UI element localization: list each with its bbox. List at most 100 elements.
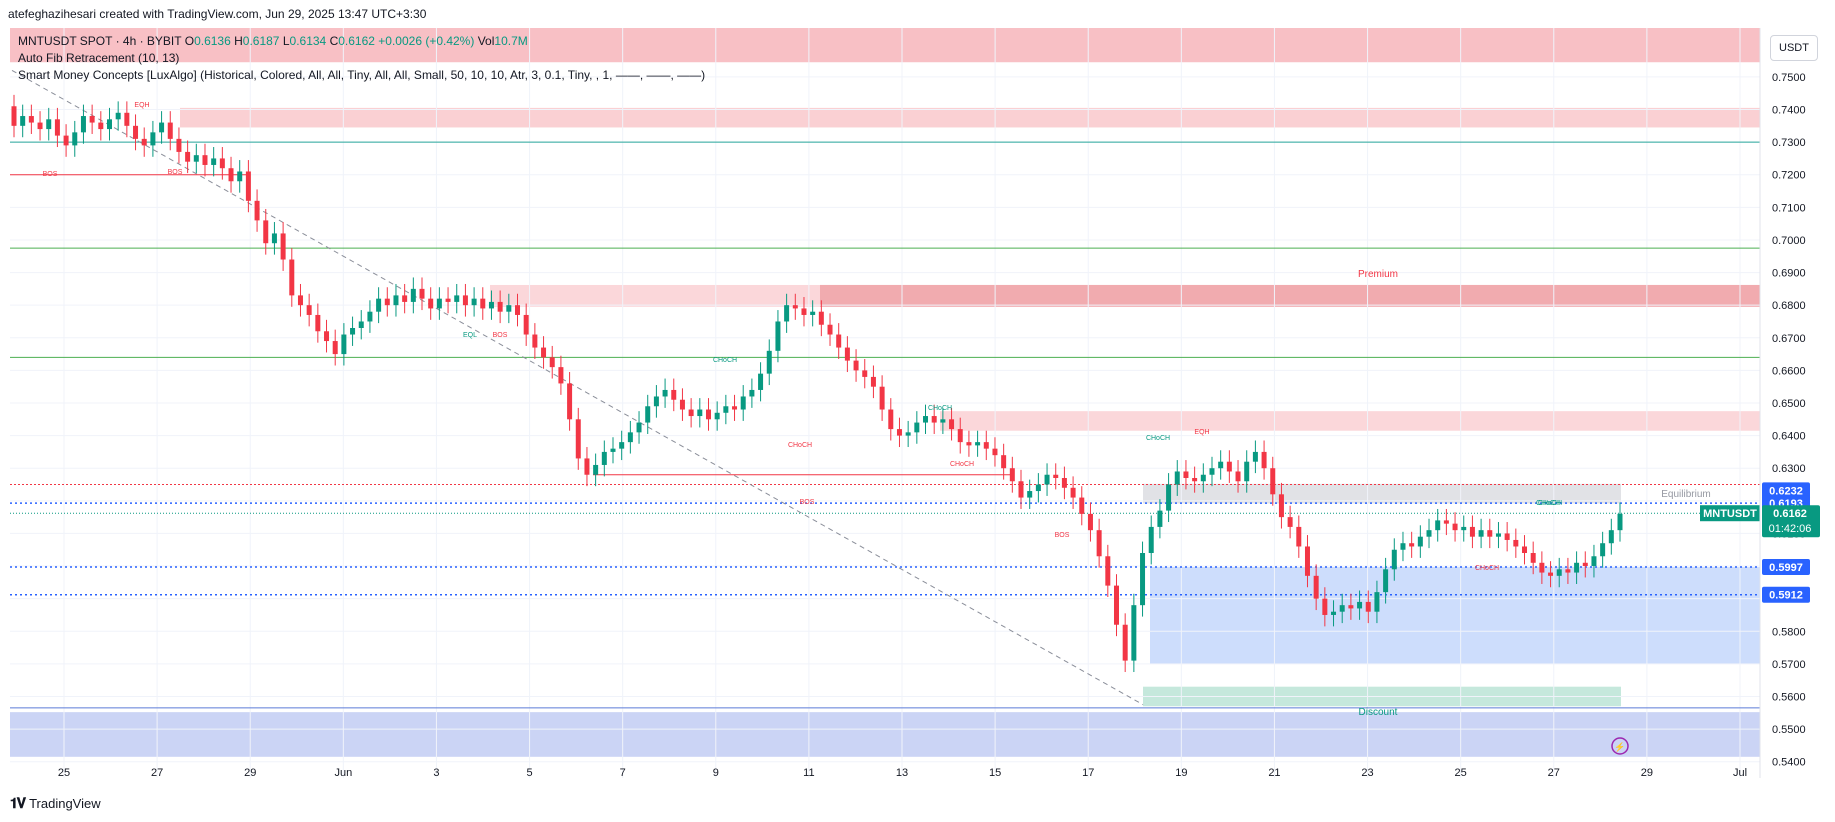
candle-body <box>141 138 147 146</box>
x-tick-label: 21 <box>1268 767 1280 779</box>
candle-body <box>1617 513 1623 531</box>
candle-body <box>836 334 842 348</box>
candle-body <box>1148 526 1154 553</box>
smc-annotation: Discount <box>1359 707 1398 718</box>
candle-body <box>367 311 373 322</box>
candle-body <box>332 341 338 355</box>
candle-body <box>914 422 920 433</box>
candle-body <box>1192 478 1198 482</box>
y-tick-label: 0.6900 <box>1772 268 1806 280</box>
candle-body <box>428 298 434 309</box>
candle-body <box>297 295 303 306</box>
supply-zone-1 <box>180 107 1760 128</box>
x-tick-label: 29 <box>244 767 256 779</box>
candle-body <box>784 305 790 322</box>
discount-zone <box>10 712 1760 757</box>
candle-body <box>732 406 738 410</box>
candle-body <box>896 429 902 436</box>
candle-body <box>72 132 78 146</box>
candle-body <box>775 321 781 351</box>
premium-zone <box>820 284 1760 307</box>
candle-body <box>1313 575 1319 599</box>
demand-zone-blue <box>1150 567 1760 664</box>
candle-body <box>376 298 382 312</box>
candle-body <box>436 298 442 309</box>
current-price-label: 0.6162 <box>1773 508 1807 520</box>
candle-body <box>167 122 173 139</box>
y-tick-label: 0.5600 <box>1772 691 1806 703</box>
smc-annotation: CHoCH <box>713 357 737 364</box>
indicator-smc[interactable]: Smart Money Concepts [LuxAlgo] (Historic… <box>18 68 706 82</box>
candle-body <box>601 451 607 465</box>
candle-body <box>1435 520 1441 531</box>
x-tick-label: 29 <box>1641 767 1653 779</box>
x-tick-label: 5 <box>526 767 532 779</box>
smc-annotation: BOS <box>1055 532 1070 539</box>
candle-body <box>1261 451 1267 469</box>
high-value: 0.6187 <box>242 34 280 48</box>
candle-body <box>1608 530 1614 544</box>
y-tick-label: 0.6700 <box>1772 333 1806 345</box>
x-tick-label: 19 <box>1175 767 1187 779</box>
currency-button[interactable]: USDT <box>1770 35 1818 61</box>
y-tick-label: 0.7500 <box>1772 72 1806 84</box>
candle-body <box>263 220 269 244</box>
candle-body <box>28 116 34 123</box>
smc-annotation: CHoCH <box>788 442 812 449</box>
candle-body <box>497 301 503 312</box>
candle-body <box>384 298 390 306</box>
candle-body <box>1113 585 1119 625</box>
candle-body <box>515 305 521 315</box>
candle-body <box>1122 624 1128 661</box>
candle-body <box>106 119 112 130</box>
candle-body <box>662 389 668 397</box>
candle-body <box>1357 601 1363 609</box>
candle-body <box>593 464 599 475</box>
candle-body <box>1522 546 1528 553</box>
candle-body <box>98 122 104 130</box>
candle-body <box>688 409 694 417</box>
candle-body <box>1296 526 1302 547</box>
candle-body <box>1391 549 1397 570</box>
candle-body <box>549 357 555 368</box>
candle-body <box>115 112 121 120</box>
indicator-fib[interactable]: Auto Fib Retracement (10, 13) <box>18 51 180 65</box>
candle-body <box>879 386 885 410</box>
open-value: 0.6136 <box>194 34 231 48</box>
y-tick-label: 0.7100 <box>1772 202 1806 214</box>
candle-body <box>506 305 512 312</box>
volume-value: 10.7M <box>494 34 528 48</box>
smc-annotation: EQH <box>134 102 149 109</box>
x-tick-label: 25 <box>58 767 70 779</box>
candle-body <box>1131 605 1137 661</box>
candle-body <box>454 295 460 302</box>
candle-body <box>176 138 182 152</box>
candle-body <box>54 119 60 136</box>
trendline <box>11 69 1144 706</box>
y-tick-label: 0.7300 <box>1772 137 1806 149</box>
candle-body <box>1287 517 1293 527</box>
candle-body <box>1331 611 1337 615</box>
candle-body <box>1443 520 1449 524</box>
candle-body <box>410 288 416 302</box>
candle-body <box>237 171 243 182</box>
candle-body <box>1087 513 1093 531</box>
smc-annotation: CHoCH <box>950 461 974 468</box>
candle-body <box>1226 461 1232 472</box>
smc-annotation: EQH <box>1194 429 1209 436</box>
candle-body <box>1461 526 1467 531</box>
tradingview-logo: 𝟏𝐕 TradingView <box>10 795 101 812</box>
candle-body <box>862 370 868 377</box>
x-tick-label: 7 <box>620 767 626 779</box>
candle-body <box>1105 556 1111 586</box>
candle-body <box>1304 546 1310 576</box>
candle-body <box>567 383 573 420</box>
candle-body <box>1409 543 1415 547</box>
candle-body <box>541 347 547 358</box>
candle-body <box>1374 592 1380 612</box>
candle-body <box>870 376 876 387</box>
candle-body <box>350 328 356 335</box>
candle-body <box>844 347 850 361</box>
candle-body <box>1348 605 1354 609</box>
